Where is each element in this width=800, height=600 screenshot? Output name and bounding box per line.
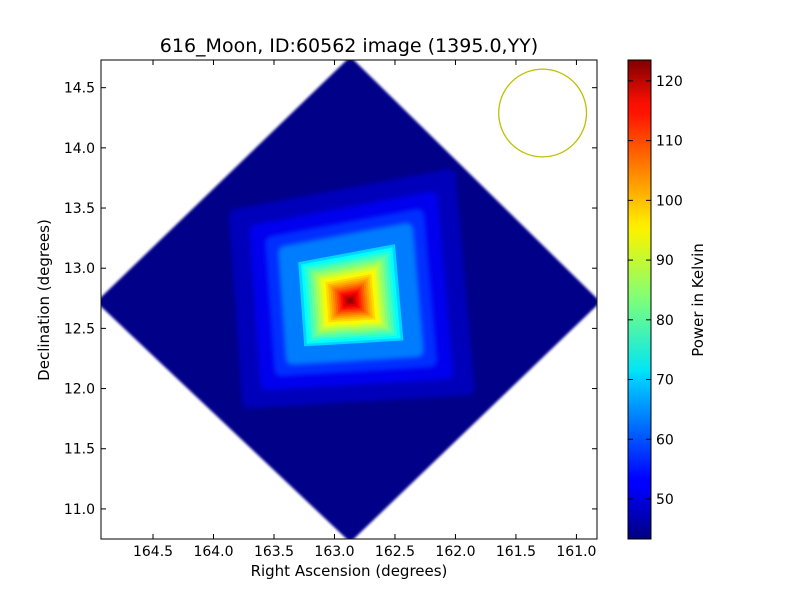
- y-tick-label: 11.0: [64, 502, 95, 518]
- colorbar-tick-label: 90: [656, 253, 674, 269]
- colorbar-tick-label: 120: [656, 74, 683, 90]
- x-tick-label: 163.5: [254, 544, 294, 560]
- y-tick-label: 12.0: [64, 382, 95, 398]
- y-tick-label: 12.5: [64, 321, 95, 337]
- colorbar-tick-label: 50: [656, 492, 674, 508]
- colorbar-tick-label: 110: [656, 134, 683, 150]
- colorbar-tick-label: 70: [656, 373, 674, 389]
- colorbar-ticks: 50 60 70 80 90 100 110 120: [628, 74, 683, 508]
- colorbar-tick-label: 100: [656, 193, 683, 209]
- x-tick-label: 164.0: [193, 544, 233, 560]
- x-tick-label: 164.5: [133, 544, 173, 560]
- plot-frame: [100, 59, 598, 540]
- colorbar-tick-label: 60: [656, 432, 674, 448]
- y-axis-label: Declination (degrees): [35, 219, 53, 381]
- y-axis-ticks: 11.0 11.5 12.0 12.5 13.0 13.5 14.0 14.5: [64, 81, 597, 518]
- y-tick-label: 13.0: [64, 261, 95, 277]
- chart-title: 616_Moon, ID:60562 image (1395.0,YY): [160, 35, 538, 57]
- y-tick-label: 14.0: [64, 141, 95, 157]
- colorbar-label: Power in Kelvin: [689, 243, 707, 357]
- x-tick-label: 161.5: [496, 544, 536, 560]
- colorbar: [627, 59, 652, 540]
- x-tick-label: 162.5: [375, 544, 415, 560]
- x-tick-label: 162.0: [435, 544, 475, 560]
- y-tick-label: 11.5: [64, 442, 95, 458]
- x-axis-ticks: 164.5 164.0 163.5 163.0 162.5 162.0 161.5 161.0: [133, 60, 596, 560]
- colorbar-tick-label: 80: [656, 313, 674, 329]
- x-tick-label: 161.0: [556, 544, 596, 560]
- beam-circle: [498, 68, 588, 158]
- x-tick-label: 163.0: [314, 544, 354, 560]
- x-axis-label: Right Ascension (degrees): [251, 562, 448, 580]
- heatmap-image: [101, 60, 597, 539]
- source-level-22: [349, 299, 352, 302]
- y-tick-label: 13.5: [64, 201, 95, 217]
- y-tick-label: 14.5: [64, 81, 95, 97]
